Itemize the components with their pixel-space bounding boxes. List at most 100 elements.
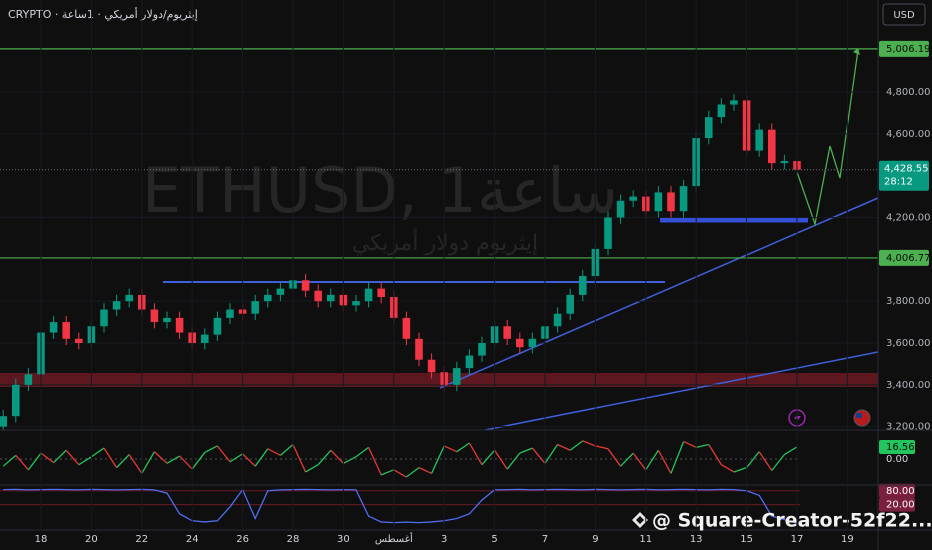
- candle-body: [453, 368, 461, 385]
- x-tick-label: 22: [135, 534, 148, 545]
- indicator-segment: [78, 456, 92, 466]
- candle-body: [528, 338, 537, 348]
- indicator-segment: [531, 447, 546, 464]
- candle-body: [12, 384, 20, 417]
- x-tick-label: 7: [542, 534, 548, 545]
- indicator-segment: [696, 443, 709, 449]
- indicator-segment: [191, 452, 206, 470]
- currency-button[interactable]: [882, 3, 926, 26]
- indicator-segment: [53, 449, 67, 464]
- indicator-segment: [544, 444, 559, 464]
- indicator-segment: [2, 454, 17, 467]
- indicator-segment: [670, 441, 685, 474]
- indicator-segment: [229, 453, 243, 463]
- candle-body: [755, 129, 763, 151]
- x-tick-label: 3: [441, 534, 447, 545]
- candle-body: [768, 129, 776, 164]
- indicator-segment: [40, 452, 54, 464]
- indicator-segment: [216, 445, 231, 463]
- x-tick-label: 19: [841, 534, 854, 545]
- candle-body: [125, 294, 133, 302]
- indicator-segment: [330, 449, 344, 464]
- candle-body: [327, 294, 335, 302]
- indicator-segment: [784, 446, 798, 456]
- candle-body: [780, 161, 789, 164]
- candle-body: [175, 317, 184, 333]
- indicator-segment: [393, 469, 407, 478]
- indicator-segment: [368, 447, 382, 476]
- credit: @ Square-Creator-52f22...: [632, 510, 932, 532]
- indicator-segment: [279, 443, 294, 456]
- candle-body: [705, 117, 713, 139]
- price-axis: 3,200.00 3,400.00 3,600.00 3,800.00 4,200.00…: [879, 40, 931, 512]
- candle-body: [553, 313, 562, 327]
- watermark-subtitle: إيثريوم دولار أمريكي: [352, 228, 538, 256]
- candle-body: [604, 217, 612, 249]
- indicator-segment: [103, 447, 118, 468]
- candle-body: [62, 322, 70, 339]
- indicator-segment: [267, 448, 281, 456]
- candle-body: [49, 322, 58, 333]
- x-tick-label: 17: [791, 534, 804, 545]
- y-tick-label: 4,200.00: [886, 213, 931, 224]
- candle-body: [0, 416, 7, 427]
- arrow-head: [853, 48, 860, 55]
- lightning: [794, 412, 801, 424]
- x-tick-label: 9: [592, 534, 598, 545]
- candle-body: [213, 317, 222, 335]
- x-tick-label: 11: [639, 534, 652, 545]
- band-label-bg: [879, 483, 915, 498]
- candle-body: [415, 338, 423, 360]
- y-tick-label: 3,800.00: [886, 296, 931, 307]
- indicator-segment: [380, 469, 395, 476]
- last-price-label: 4,428.55: [884, 164, 929, 175]
- level-label-bg: [879, 40, 929, 57]
- indicator-segment: [65, 449, 80, 466]
- candle-body: [201, 334, 209, 343]
- band-label-bg: [879, 497, 915, 512]
- candle-body: [264, 294, 272, 302]
- x-tick-label: 28: [287, 534, 300, 545]
- oscillator-pane: [0, 440, 800, 478]
- x-tick-label: 15: [740, 534, 753, 545]
- indicator-segment: [569, 440, 584, 451]
- y-tick-label: 20.00: [886, 500, 915, 511]
- y-tick-label: 3,600.00: [886, 338, 931, 349]
- indicator-segment: [771, 454, 785, 471]
- candle-body: [75, 338, 83, 343]
- trend-line: [484, 351, 878, 430]
- candle-body: [24, 374, 33, 385]
- indicator-segment: [116, 454, 130, 469]
- candle-body: [352, 301, 360, 306]
- indicator-segment: [758, 451, 773, 471]
- indicator-segment: [166, 455, 180, 464]
- indicator-segment: [746, 451, 760, 469]
- indicator-segment: [153, 451, 168, 464]
- indicator-segment: [292, 444, 307, 473]
- candle-body: [667, 192, 675, 212]
- countdown: 28:12: [884, 177, 913, 188]
- currency[interactable]: USD: [893, 10, 915, 21]
- indicator-segment: [506, 452, 521, 470]
- x-tick-label: 5: [491, 534, 497, 545]
- header: CRYPTO · إيثريوم/دولار أمريكي · 1ساعة: [8, 7, 198, 21]
- credit-text: @ Square-Creator-52f22...: [652, 510, 932, 532]
- candle-body: [629, 196, 637, 201]
- rsi-pane: [0, 488, 800, 524]
- indicator-segment: [141, 451, 155, 474]
- time-axis: 18 20 22 24 26 28 30 أغسطس 3 5 7 9 11 13 15 17 19: [35, 0, 854, 545]
- flag-canton: [856, 413, 862, 418]
- indicator-segment: [708, 444, 722, 466]
- y-tick-label: 80.00: [886, 486, 915, 497]
- indicator-segment: [431, 445, 445, 474]
- indicator-segment: [721, 464, 735, 473]
- indicator-segment: [645, 449, 659, 471]
- indicator-segment: [204, 445, 218, 454]
- x-tick-label: أغسطس: [375, 532, 413, 545]
- candle-body: [364, 288, 373, 302]
- indicator-segment: [468, 442, 483, 466]
- indicator-segment: [519, 447, 533, 454]
- indicator-segment: [242, 453, 256, 467]
- indicator-segment: [733, 467, 747, 473]
